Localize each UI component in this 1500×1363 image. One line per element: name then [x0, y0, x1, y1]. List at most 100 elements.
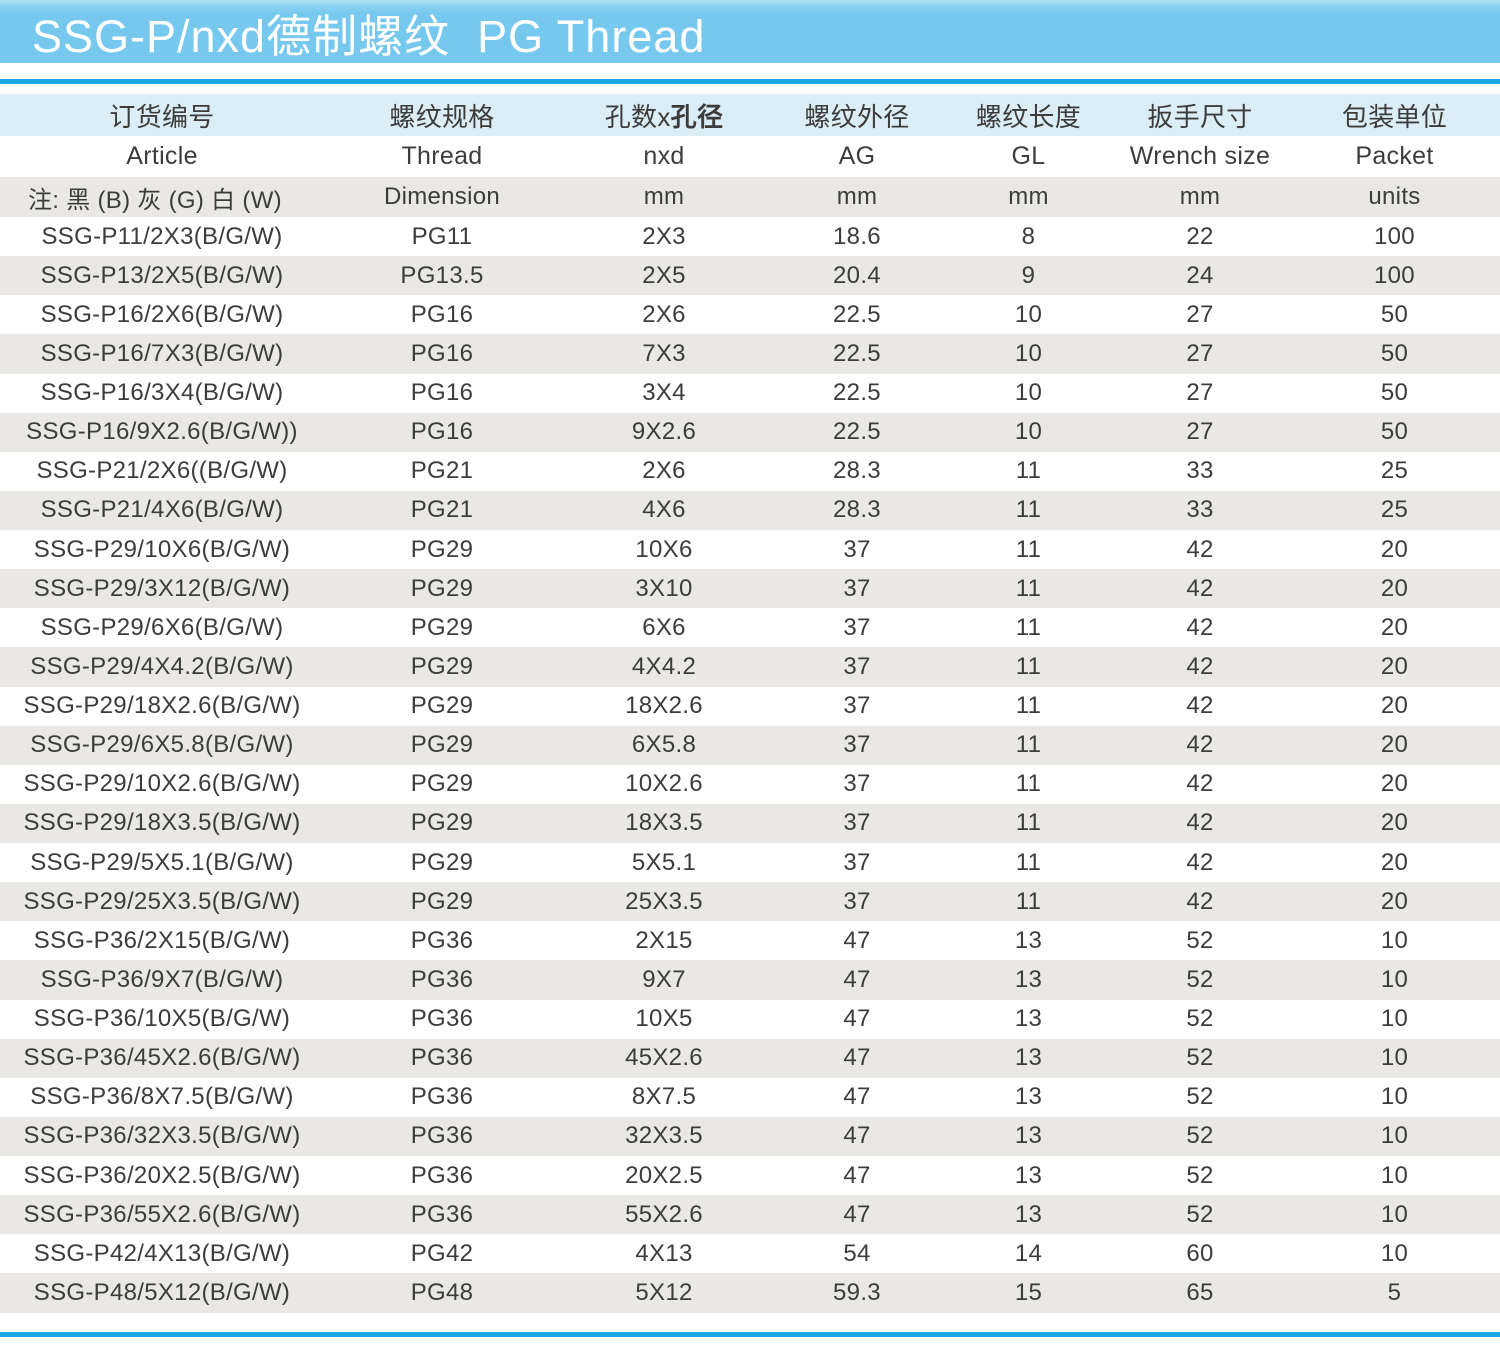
- table-cell: 10: [1380, 1161, 1409, 1189]
- table-cell: 37: [843, 574, 871, 602]
- table-cell: 20: [1380, 535, 1409, 563]
- table-cell: 27: [1186, 379, 1214, 407]
- table-cell: 2X5: [642, 261, 686, 289]
- table-row: SSG-P29/25X3.5(B/G/W) PG29 25X3.5 37 11 42 20: [0, 882, 1500, 922]
- table-cell: 20: [1380, 770, 1409, 798]
- table-cell: 25: [1380, 457, 1409, 485]
- table-row: SSG-P29/10X6(B/G/W) PG29 10X6 37 11 42 20: [0, 530, 1500, 570]
- spec-table: 订货编号 螺纹规格 孔数x 孔径 螺纹外径 螺纹长度 扳手尺寸 包装单位 Art…: [0, 94, 1500, 1313]
- table-cell: PG36: [410, 1161, 474, 1189]
- table-cell: 20X2.5: [625, 1161, 703, 1189]
- table-row: SSG-P21/4X6(B/G/W) PG21 4X6 28.3 11 33 25: [0, 490, 1500, 530]
- col-header-gl-en: GL: [1011, 142, 1046, 170]
- col-header-article-en: Article: [126, 142, 198, 170]
- table-cell: PG29: [410, 652, 474, 680]
- table-cell: 52: [1186, 965, 1214, 993]
- table-cell: 11: [1015, 692, 1042, 720]
- table-cell: 37: [843, 848, 871, 876]
- table-cell: 42: [1186, 848, 1214, 876]
- table-cell: SSG-P36/10X5(B/G/W): [33, 1005, 291, 1033]
- table-cell: 10: [1014, 300, 1043, 328]
- table-row: SSG-P29/4X4.2(B/G/W) PG29 4X4.2 37 11 42 20: [0, 647, 1500, 687]
- table-cell: 20: [1380, 692, 1409, 720]
- table-cell: PG16: [410, 418, 474, 446]
- table-cell: 37: [843, 731, 871, 759]
- col-header-nxd-cn: 孔数x 孔径: [560, 94, 768, 136]
- table-cell: 20: [1380, 574, 1409, 602]
- table-cell: 13: [1014, 926, 1043, 954]
- table-cell: PG29: [410, 731, 474, 759]
- table-cell: PG36: [410, 1122, 474, 1150]
- table-cell: 13: [1014, 1083, 1043, 1111]
- table-cell: PG29: [410, 574, 474, 602]
- table-row: SSG-P29/18X3.5(B/G/W) PG29 18X3.5 37 11 42 20: [0, 803, 1500, 843]
- table-cell: 42: [1186, 809, 1214, 837]
- col-header-nxd-cn-regular: 孔数x: [604, 101, 671, 132]
- table-body: SSG-P11/2X3(B/G/W) PG11 2X3 18.6 8 22 100 SSG-P…: [0, 217, 1500, 1313]
- table-cell: 42: [1186, 770, 1214, 798]
- table-row: SSG-P36/20X2.5(B/G/W) PG36 20X2.5 47 13 52 10: [0, 1156, 1500, 1196]
- table-cell: 11: [1015, 887, 1042, 915]
- table-cell: 18.6: [833, 222, 881, 250]
- table-cell: 25X3.5: [625, 887, 703, 915]
- table-cell: PG29: [410, 535, 474, 563]
- table-cell: 6X5.8: [631, 731, 697, 759]
- col-header-nxd-unit: mm: [643, 183, 685, 210]
- table-cell: PG13.5: [400, 261, 484, 289]
- table-cell: 11: [1015, 652, 1042, 680]
- table-cell: SSG-P36/9X7(B/G/W): [40, 965, 284, 993]
- table-cell: 10X5: [635, 1005, 693, 1033]
- table-cell: 42: [1186, 887, 1214, 915]
- table-cell: 10: [1014, 418, 1043, 446]
- table-cell: 50: [1380, 418, 1409, 446]
- table-cell: 50: [1380, 339, 1409, 367]
- table-cell: 42: [1186, 692, 1214, 720]
- col-header-ag-cn: 螺纹外径: [804, 101, 910, 132]
- table-row: SSG-P36/55X2.6(B/G/W) PG36 55X2.6 47 13 52 10: [0, 1195, 1500, 1235]
- col-header-packet-en: Packet: [1355, 142, 1434, 170]
- table-cell: 54: [843, 1239, 871, 1267]
- table-row: SSG-P29/10X2.6(B/G/W) PG29 10X2.6 37 11 42 20: [0, 764, 1500, 804]
- table-cell: 2X6: [642, 300, 686, 328]
- table-row: SSG-P16/3X4(B/G/W) PG16 3X4 22.5 10 27 50: [0, 373, 1500, 413]
- table-row: SSG-P36/8X7.5(B/G/W) PG36 8X7.5 47 13 52 10: [0, 1077, 1500, 1117]
- table-cell: 7X3: [642, 339, 686, 367]
- table-cell: 47: [843, 1044, 871, 1072]
- table-cell: 11: [1015, 731, 1042, 759]
- table-cell: 42: [1186, 613, 1214, 641]
- table-cell: 5X12: [635, 1278, 693, 1306]
- table-cell: 10: [1380, 1122, 1409, 1150]
- table-cell: SSG-P36/32X3.5(B/G/W): [23, 1122, 301, 1150]
- table-cell: 20.4: [833, 261, 881, 289]
- table-cell: SSG-P29/4X4.2(B/G/W): [30, 652, 294, 680]
- table-cell: SSG-P16/7X3(B/G/W): [40, 339, 284, 367]
- table-cell: SSG-P29/18X2.6(B/G/W): [23, 692, 301, 720]
- table-cell: PG36: [410, 965, 474, 993]
- table-cell: PG11: [411, 222, 473, 250]
- col-header-nxd-en: nxd: [643, 142, 685, 170]
- table-cell: PG29: [410, 770, 474, 798]
- table-cell: SSG-P16/2X6(B/G/W): [40, 300, 284, 328]
- table-cell: 42: [1186, 535, 1214, 563]
- table-cell: 50: [1380, 300, 1409, 328]
- table-cell: 65: [1186, 1278, 1214, 1306]
- table-cell: 42: [1186, 731, 1214, 759]
- table-cell: 55X2.6: [625, 1200, 703, 1228]
- table-cell: 2X6: [642, 457, 686, 485]
- table-cell: 24: [1186, 261, 1214, 289]
- table-cell: SSG-P13/2X5(B/G/W): [40, 261, 284, 289]
- table-cell: SSG-P36/8X7.5(B/G/W): [30, 1083, 294, 1111]
- table-cell: 100: [1374, 261, 1415, 289]
- table-cell: PG29: [410, 809, 474, 837]
- table-cell: 11: [1015, 770, 1042, 798]
- table-cell: 2X3: [642, 222, 686, 250]
- table-cell: PG36: [410, 1044, 474, 1072]
- table-cell: PG36: [410, 926, 474, 954]
- table-cell: 42: [1186, 574, 1214, 602]
- table-cell: SSG-P16/3X4(B/G/W): [40, 379, 284, 407]
- table-cell: 20: [1380, 887, 1409, 915]
- table-cell: PG29: [410, 692, 474, 720]
- table-row: SSG-P36/9X7(B/G/W) PG36 9X7 47 13 52 10: [0, 960, 1500, 1000]
- table-cell: 52: [1186, 1161, 1214, 1189]
- table-cell: 47: [843, 1122, 871, 1150]
